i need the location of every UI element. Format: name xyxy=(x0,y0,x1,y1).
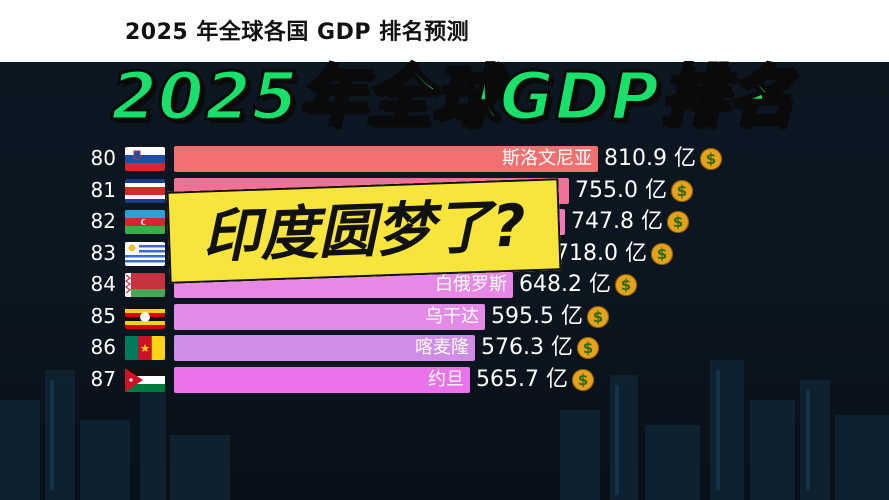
bar-country-label: 斯洛文尼亚 xyxy=(502,148,592,169)
rank-number: 84 xyxy=(90,272,116,296)
bar-country-label: 喀麦隆 xyxy=(415,337,469,358)
bar: 斯洛文尼亚 xyxy=(174,146,598,172)
value-label: 648.2 亿 $ xyxy=(519,272,637,298)
value-label: 747.8 亿 $ xyxy=(571,209,689,235)
value-text: 565.7 亿 xyxy=(476,366,568,392)
value-text: 576.3 亿 xyxy=(481,335,573,360)
bar: 约旦 xyxy=(174,366,470,393)
value-label: 718.0 亿 $ xyxy=(555,241,673,267)
slovenia-flag-icon xyxy=(125,147,165,171)
costa-rica-flag-icon xyxy=(125,178,165,203)
value-text: 755.0 亿 xyxy=(575,177,667,203)
headline: 2025年全球GDP排名 xyxy=(109,57,795,137)
value-label: 810.9 亿 $ xyxy=(604,146,722,172)
rank-number: 86 xyxy=(90,335,116,359)
money-bag-icon: $ xyxy=(614,274,637,296)
value-text: 648.2 亿 xyxy=(519,272,611,297)
value-label: 595.5 亿 $ xyxy=(491,304,609,330)
rank-number: 80 xyxy=(90,146,116,170)
value-label: 576.3 亿 $ xyxy=(481,335,599,361)
rank-number: 83 xyxy=(90,240,116,265)
money-bag-icon: $ xyxy=(576,337,599,359)
belarus-flag-icon xyxy=(125,273,165,297)
value-text: 810.9 亿 xyxy=(604,146,696,171)
rank-number: 81 xyxy=(90,177,116,202)
value-text: 595.5 亿 xyxy=(491,303,583,329)
rank-number: 87 xyxy=(90,366,116,391)
money-bag-icon: $ xyxy=(650,242,673,265)
rank-number: 85 xyxy=(90,303,116,328)
jordan-flag-icon xyxy=(125,367,165,392)
money-bag-icon: $ xyxy=(571,368,594,391)
top-banner xyxy=(0,0,889,62)
money-bag-icon: $ xyxy=(666,211,689,233)
cameroon-flag-icon xyxy=(125,336,165,360)
page-title: 2025 年全球各国 GDP 排名预测 xyxy=(125,20,470,45)
value-label: 755.0 亿 $ xyxy=(575,178,693,204)
money-bag-icon: $ xyxy=(586,305,609,328)
uganda-flag-icon xyxy=(125,304,165,329)
value-text: 747.8 亿 xyxy=(571,209,663,234)
money-bag-icon: $ xyxy=(699,148,722,170)
bar: 乌干达 xyxy=(174,303,485,330)
value-text: 718.0 亿 xyxy=(555,240,647,266)
value-label: 565.7 亿 $ xyxy=(476,367,594,393)
bar-country-label: 约旦 xyxy=(428,368,464,390)
city-skyline-background xyxy=(0,360,889,500)
overlay-caption: 印度圆梦了? xyxy=(201,191,527,271)
overlay-caption-box: 印度圆梦了? xyxy=(166,178,562,284)
bar-country-label: 白俄罗斯 xyxy=(435,274,507,295)
azerbaijan-flag-icon xyxy=(125,210,165,234)
bar-country-label: 乌干达 xyxy=(425,305,479,327)
uruguay-flag-icon xyxy=(125,241,165,266)
money-bag-icon: $ xyxy=(670,179,693,202)
rank-number: 82 xyxy=(90,209,116,233)
bar: 喀麦隆 xyxy=(174,335,475,361)
